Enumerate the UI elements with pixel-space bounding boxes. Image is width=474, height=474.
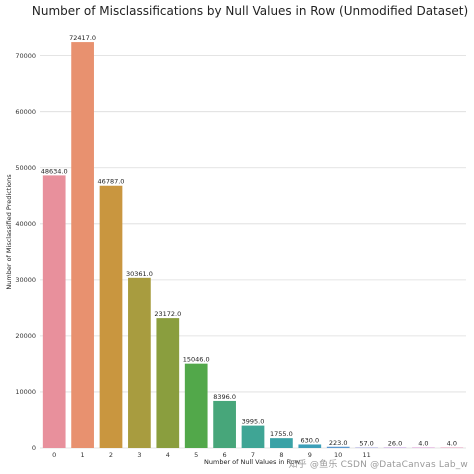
x-tick-label: 3 (137, 451, 141, 459)
bar-value-label: 630.0 (300, 436, 319, 444)
y-tick-label: 70000 (15, 52, 36, 60)
bar-value-label: 72417.0 (69, 34, 96, 42)
bar (156, 318, 180, 448)
y-tick-label: 40000 (15, 220, 36, 228)
bar-value-label: 46787.0 (98, 178, 125, 186)
x-tick-label: 8 (279, 451, 283, 459)
y-tick-label: 10000 (15, 388, 36, 396)
bar (213, 400, 236, 448)
x-tick-label: 2 (109, 451, 113, 459)
bar (128, 277, 151, 448)
bar-value-label: 15046.0 (183, 356, 210, 364)
watermark: 知乎 @鱼乐 CSDN @DataCanvas Lab_w (288, 460, 468, 470)
bar-value-label: 223.0 (329, 439, 348, 447)
y-tick-label: 60000 (15, 108, 36, 116)
chart-title: Number of Misclassifications by Null Val… (32, 4, 468, 18)
bar-value-label: 30361.0 (126, 270, 153, 278)
bar-value-labels: 48634.0 72417.0 46787.0 30361.0 23172.0 15046… (41, 34, 457, 448)
x-axis-label: Number of Null Values in Row (204, 458, 301, 466)
bar-value-label: 1755.0 (270, 430, 293, 438)
bar (270, 438, 293, 448)
x-tick-label: 6 (223, 451, 227, 459)
bar (298, 444, 322, 448)
bar (326, 446, 350, 448)
x-tick-label: 5 (194, 451, 198, 459)
bar (241, 425, 265, 448)
y-tick-label: 50000 (15, 164, 36, 172)
bar-value-label: 57.0 (359, 440, 373, 448)
x-axis-ticks: 0 1 2 3 4 5 6 7 8 9 10 11 (52, 451, 371, 459)
x-tick-label: 9 (308, 451, 312, 459)
bar-value-label: 4.0 (418, 440, 428, 448)
y-axis-ticks: 0 10000 20000 30000 40000 50000 60000 70000 (15, 52, 36, 452)
y-tick-label: 20000 (15, 332, 36, 340)
bars (42, 42, 464, 449)
x-tick-label: 4 (166, 451, 170, 459)
bar-value-label: 3995.0 (242, 418, 265, 426)
bar-value-label: 26.0 (388, 440, 402, 448)
bar-value-label: 23172.0 (154, 310, 181, 318)
x-tick-label: 11 (362, 451, 370, 459)
y-tick-label: 0 (32, 444, 36, 452)
bar-value-label: 8396.0 (213, 393, 236, 401)
bar-value-label: 48634.0 (41, 167, 68, 175)
x-tick-label: 0 (52, 451, 56, 459)
bar (99, 185, 123, 448)
y-axis-label: Number of Misclassified Predictions (5, 174, 13, 290)
bar (71, 42, 94, 449)
bar (42, 175, 66, 449)
bar (184, 363, 208, 448)
x-tick-label: 1 (81, 451, 85, 459)
bar-value-label: 4.0 (447, 440, 457, 448)
x-tick-label: 7 (251, 451, 255, 459)
x-tick-label: 10 (334, 451, 342, 459)
y-tick-label: 30000 (15, 276, 36, 284)
